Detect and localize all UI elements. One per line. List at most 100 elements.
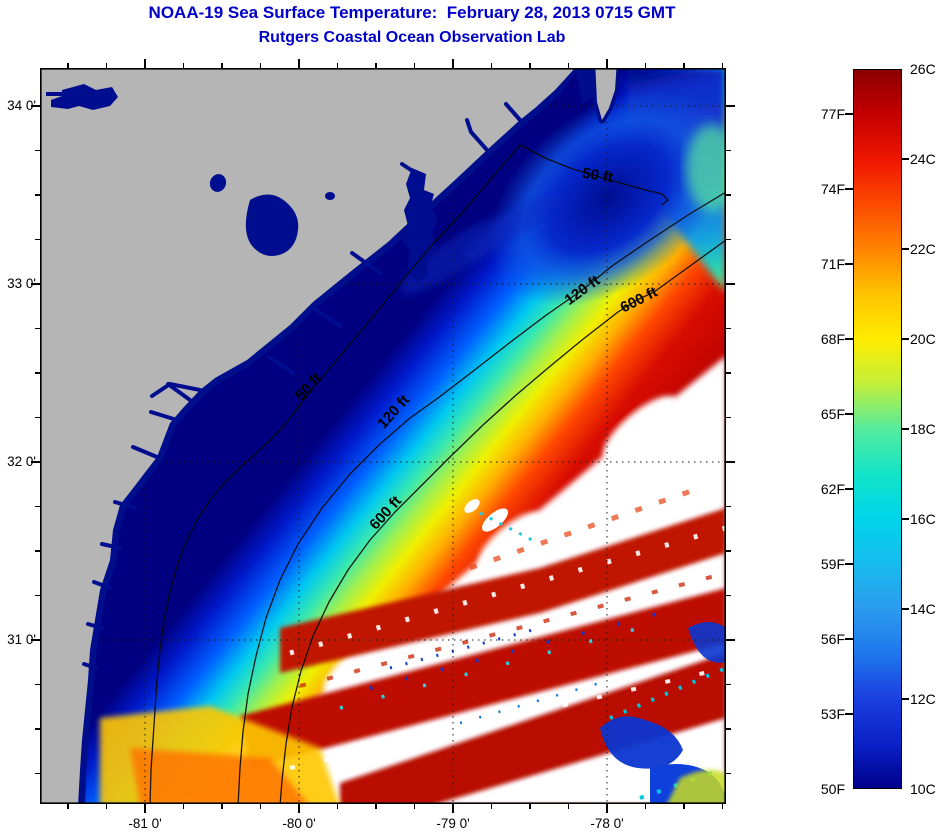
y-major-tick bbox=[726, 461, 735, 463]
colorbar-fahrenheit-tick bbox=[845, 263, 853, 265]
x-minor-tick bbox=[105, 63, 108, 68]
x-minor-tick bbox=[182, 804, 185, 809]
colorbar-fahrenheit-label: 65F bbox=[820, 406, 845, 422]
colorbar-fahrenheit-label: 59F bbox=[820, 556, 845, 572]
contour-50ft bbox=[149, 144, 521, 804]
y-minor-tick bbox=[35, 372, 40, 374]
x-major-tick bbox=[606, 59, 608, 68]
map-border bbox=[40, 68, 726, 804]
x-minor-tick bbox=[567, 63, 570, 68]
x-minor-tick bbox=[259, 804, 262, 809]
y-minor-tick bbox=[726, 194, 731, 196]
x-minor-tick bbox=[721, 63, 724, 68]
colorbar-celsius-tick bbox=[902, 428, 909, 430]
land-region bbox=[40, 68, 620, 804]
colorbar-celsius-label: 24C bbox=[910, 151, 936, 167]
x-minor-tick bbox=[490, 804, 493, 809]
colorbar-celsius-label: 26C bbox=[910, 61, 936, 77]
x-tick-label: -80 0' bbox=[282, 816, 316, 831]
x-tick-label: -78 0' bbox=[590, 816, 624, 831]
y-minor-tick bbox=[726, 594, 731, 597]
x-minor-tick bbox=[105, 804, 108, 809]
lakes-and-rivers bbox=[46, 84, 522, 670]
y-minor-tick bbox=[726, 505, 731, 508]
x-minor-tick bbox=[336, 804, 339, 809]
y-minor-tick bbox=[726, 372, 731, 374]
y-minor-tick bbox=[726, 550, 731, 552]
y-minor-tick bbox=[35, 728, 40, 730]
colorbar-fahrenheit-tick bbox=[845, 188, 853, 190]
y-tick-label: 31 0' bbox=[7, 632, 36, 647]
y-minor-tick bbox=[726, 149, 731, 152]
depth-contours bbox=[149, 144, 726, 804]
colorbar-celsius-tick bbox=[902, 518, 909, 520]
y-major-tick bbox=[726, 283, 735, 285]
contour-120ft bbox=[237, 191, 726, 804]
x-major-tick bbox=[144, 804, 146, 813]
y-major-tick bbox=[31, 105, 40, 107]
x-minor-tick bbox=[721, 804, 724, 809]
colorbar-celsius-label: 10C bbox=[910, 781, 936, 797]
y-major-tick bbox=[726, 639, 735, 641]
x-minor-tick bbox=[67, 63, 69, 68]
y-major-tick bbox=[726, 105, 735, 107]
x-minor-tick bbox=[375, 63, 377, 68]
y-minor-tick bbox=[35, 683, 40, 686]
x-tick-label: -79 0' bbox=[436, 816, 470, 831]
y-minor-tick bbox=[726, 772, 731, 775]
colorbar-celsius-tick bbox=[902, 698, 909, 700]
x-minor-tick bbox=[413, 804, 416, 809]
x-minor-tick bbox=[67, 804, 69, 809]
colorbar-celsius-tick bbox=[902, 608, 909, 610]
y-minor-tick bbox=[726, 683, 731, 686]
colorbar-fahrenheit-tick bbox=[845, 113, 853, 115]
x-major-tick bbox=[298, 59, 300, 68]
sst-map: 50 ft 120 ft 600 ft 50 ft 120 ft 600 ft bbox=[40, 68, 726, 804]
colorbar-fahrenheit-label: 53F bbox=[820, 706, 845, 722]
colorbar-fahrenheit-tick bbox=[845, 338, 853, 340]
y-minor-tick bbox=[726, 238, 731, 241]
y-minor-tick bbox=[35, 772, 40, 775]
x-minor-tick bbox=[182, 63, 185, 68]
colorbar-celsius-tick bbox=[902, 338, 909, 340]
x-minor-tick bbox=[529, 804, 531, 809]
colorbar-celsius-tick bbox=[902, 158, 909, 160]
colorbar-celsius-label: 14C bbox=[910, 601, 936, 617]
gulf-stream-streaks bbox=[100, 485, 726, 804]
x-minor-tick bbox=[683, 63, 685, 68]
colorbar-celsius-label: 16C bbox=[910, 511, 936, 527]
colorbar-celsius-label: 18C bbox=[910, 421, 936, 437]
y-minor-tick bbox=[35, 505, 40, 508]
y-minor-tick bbox=[35, 550, 40, 552]
colorbar-fahrenheit-label: 68F bbox=[820, 331, 845, 347]
y-tick-label: 34 0' bbox=[7, 98, 36, 113]
y-tick-label: 32 0' bbox=[7, 454, 36, 469]
x-tick-label: -81 0' bbox=[128, 816, 162, 831]
figure-subtitle: Rutgers Coastal Ocean Observation Lab bbox=[258, 29, 566, 46]
colorbar-fahrenheit-label: 71F bbox=[820, 256, 845, 272]
x-minor-tick bbox=[683, 804, 685, 809]
x-major-tick bbox=[298, 804, 300, 813]
x-minor-tick bbox=[644, 804, 647, 809]
x-major-tick bbox=[144, 59, 146, 68]
y-minor-tick bbox=[726, 327, 731, 330]
x-minor-tick bbox=[490, 63, 493, 68]
contour-50ft-north bbox=[519, 144, 669, 206]
colorbar-fahrenheit-label: 77F bbox=[820, 106, 845, 122]
x-minor-tick bbox=[375, 804, 377, 809]
x-major-tick bbox=[606, 804, 608, 813]
colorbar-fahrenheit-tick bbox=[845, 713, 853, 715]
colorbar-fahrenheit-label: 56F bbox=[820, 631, 845, 647]
y-major-tick bbox=[31, 283, 40, 285]
contour-label: 50 ft bbox=[581, 165, 614, 187]
colorbar-celsius-label: 22C bbox=[910, 241, 936, 257]
x-major-tick bbox=[452, 804, 454, 813]
colorbar-fahrenheit-label: 62F bbox=[820, 481, 845, 497]
y-minor-tick bbox=[726, 728, 731, 730]
contour-600ft bbox=[279, 239, 726, 804]
colorbar-fahrenheit-tick bbox=[845, 413, 853, 415]
colorbar-fahrenheit-tick bbox=[845, 488, 853, 490]
y-major-tick bbox=[31, 639, 40, 641]
colorbar-fahrenheit-label: 50F bbox=[820, 781, 845, 797]
